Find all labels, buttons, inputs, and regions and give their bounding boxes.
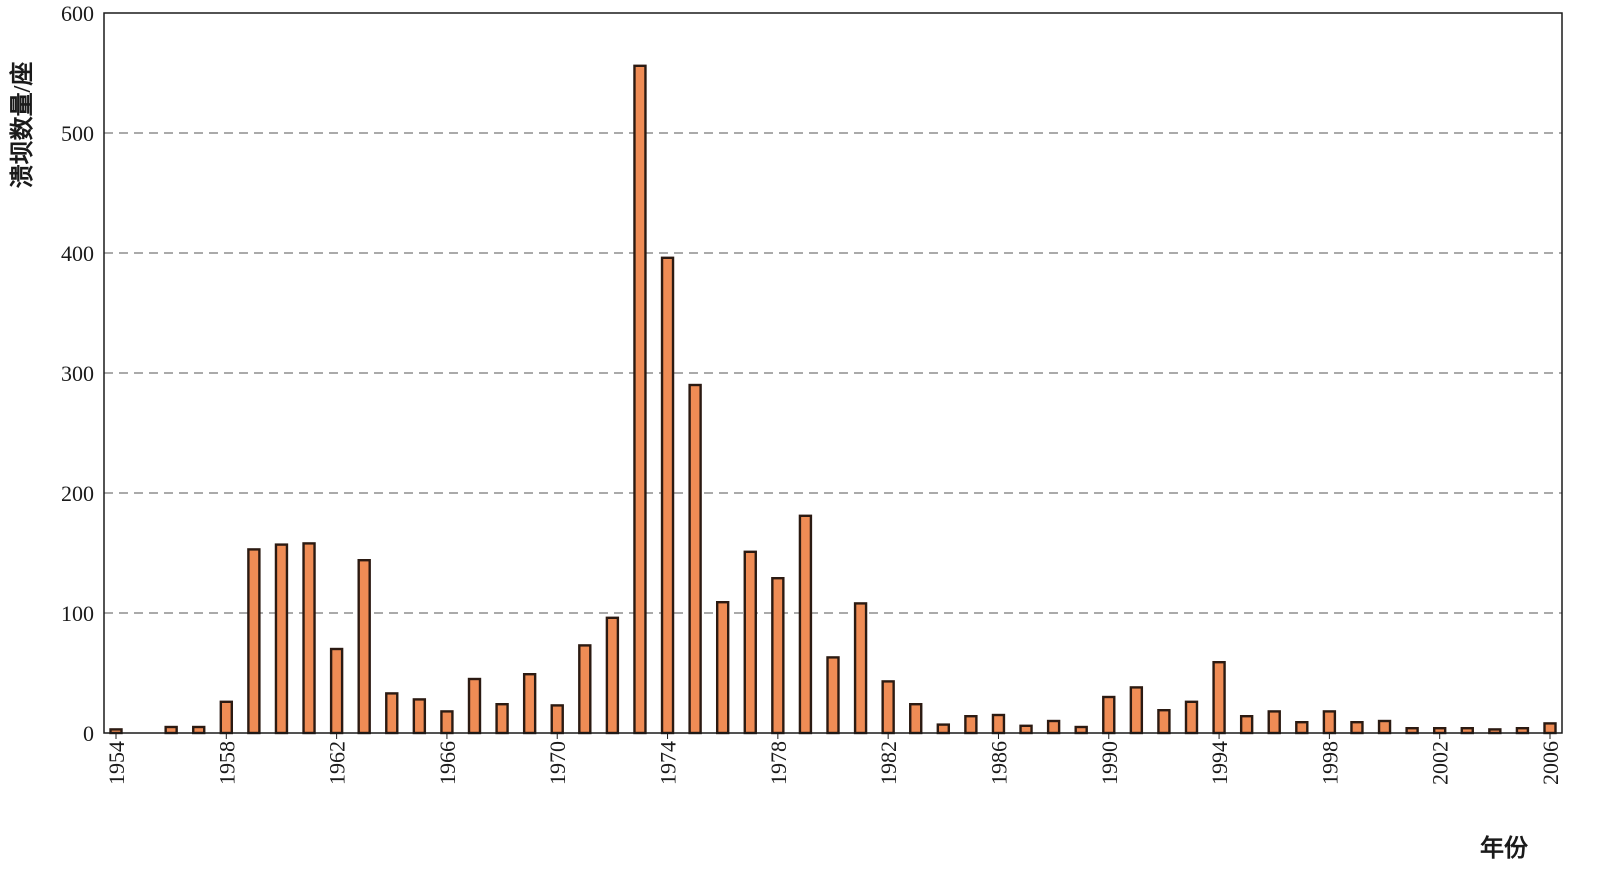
bar-1985 bbox=[964, 715, 978, 735]
bar-1980 bbox=[826, 656, 840, 735]
bar-1972 bbox=[605, 616, 620, 735]
x-tick-label: 1994 bbox=[1207, 741, 1232, 785]
y-axis-title: 溃坝数量/座 bbox=[8, 62, 36, 189]
bar-1997 bbox=[1295, 721, 1309, 735]
bar-1960 bbox=[274, 543, 289, 735]
bar-1966 bbox=[440, 710, 454, 735]
bar-1964 bbox=[385, 692, 399, 735]
bar-1961 bbox=[302, 542, 316, 735]
plot-frame bbox=[103, 12, 1563, 734]
x-tick-label: 1990 bbox=[1097, 741, 1122, 785]
x-tick-label: 1982 bbox=[876, 741, 901, 785]
bar-1999 bbox=[1350, 721, 1364, 735]
y-tick-label: 100 bbox=[61, 601, 94, 626]
bar-1987 bbox=[1019, 724, 1033, 735]
bar-1989 bbox=[1074, 725, 1088, 735]
bar-1990 bbox=[1102, 695, 1116, 735]
x-tick-label: 1954 bbox=[104, 741, 129, 785]
x-tick-label: 1962 bbox=[325, 741, 350, 785]
x-tick-label: 2006 bbox=[1538, 741, 1563, 785]
bar-2006 bbox=[1543, 722, 1557, 735]
x-tick-label: 1966 bbox=[435, 741, 460, 785]
bar-1978 bbox=[771, 577, 785, 735]
x-axis-title: 年份 bbox=[1480, 834, 1529, 862]
bar-1973 bbox=[633, 64, 647, 735]
bar-1962 bbox=[329, 647, 344, 735]
bar-1968 bbox=[495, 703, 509, 735]
x-tick-label: 2002 bbox=[1428, 741, 1453, 785]
x-tick-label: 1998 bbox=[1317, 741, 1342, 785]
bar-1995 bbox=[1239, 715, 1254, 735]
bar-1974 bbox=[660, 256, 675, 735]
y-tick-label: 0 bbox=[83, 721, 94, 746]
bar-1956 bbox=[164, 725, 178, 735]
x-tick-label: 1958 bbox=[214, 741, 239, 785]
bar-1977 bbox=[743, 550, 757, 735]
bar-1982 bbox=[881, 680, 895, 735]
bar-1965 bbox=[412, 698, 427, 735]
bar-1996 bbox=[1267, 710, 1281, 735]
x-tick-label: 1974 bbox=[656, 741, 681, 785]
bar-2000 bbox=[1377, 719, 1392, 735]
bar-1976 bbox=[715, 601, 730, 735]
bar-1986 bbox=[991, 713, 1006, 735]
bar-1967 bbox=[467, 677, 482, 735]
y-tick-label: 300 bbox=[61, 361, 94, 386]
bar-1969 bbox=[522, 673, 537, 735]
bar-1988 bbox=[1046, 719, 1061, 735]
y-axis-ticks: 0 100 200 300 400 500 600 bbox=[61, 1, 94, 746]
x-tick-label: 1970 bbox=[545, 741, 570, 785]
bar-1998 bbox=[1322, 710, 1337, 735]
x-tick-label: 1978 bbox=[766, 741, 791, 785]
y-tick-label: 500 bbox=[61, 121, 94, 146]
bar-1963 bbox=[357, 559, 371, 735]
bar-1994 bbox=[1212, 661, 1226, 735]
x-axis-ticks: 1954 1958 1962 1966 1970 1974 1978 1982 1986 1990… bbox=[104, 733, 1563, 785]
bar-1992 bbox=[1157, 709, 1171, 735]
bar-1984 bbox=[936, 723, 951, 735]
bar-1975 bbox=[688, 383, 702, 735]
bar-1979 bbox=[798, 514, 813, 735]
bar-1983 bbox=[909, 703, 923, 735]
y-tick-label: 400 bbox=[61, 241, 94, 266]
bar-1991 bbox=[1129, 686, 1144, 735]
bar-1970 bbox=[550, 704, 564, 735]
bar-1958 bbox=[219, 700, 234, 735]
bar-1993 bbox=[1184, 700, 1199, 735]
y-tick-label: 200 bbox=[61, 481, 94, 506]
bar-1957 bbox=[192, 725, 206, 735]
y-tick-label: 600 bbox=[61, 1, 94, 26]
bars bbox=[109, 64, 1557, 735]
bar-1959 bbox=[247, 548, 261, 735]
gridlines bbox=[104, 132, 1562, 614]
bar-1971 bbox=[578, 644, 592, 735]
x-tick-label: 1986 bbox=[986, 741, 1011, 785]
bar-1981 bbox=[853, 602, 868, 735]
